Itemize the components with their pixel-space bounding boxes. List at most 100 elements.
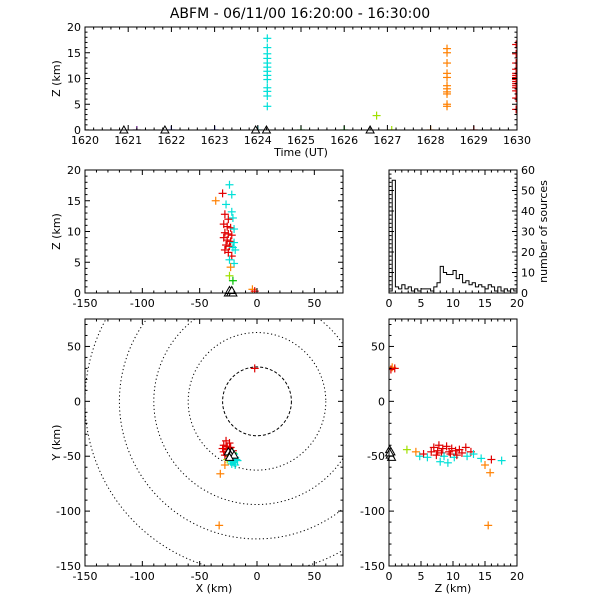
data-point [497,456,506,465]
x-height-frame [84,169,344,294]
x-tick-label: 1628 [417,134,445,147]
y-tick-label: 15 [67,47,81,60]
data-point [452,451,461,460]
x-tick-label: 10 [446,570,460,583]
data-point [225,271,234,280]
y-tick-label: -150 [360,560,385,573]
data-point [227,190,236,199]
data-point [443,73,452,82]
data-point [372,111,381,120]
histogram-bin [447,275,450,293]
y-tick-label: 40 [521,205,535,218]
data-point [436,457,445,466]
y-tick-label: 20 [521,246,535,259]
x-tick-label: 1627 [373,134,401,147]
data-point [512,94,517,103]
x-tick-label: 50 [307,297,321,310]
x-height-panel: -150 -100 -50 0 50 0 5 10 15 20 Z (km) [50,164,344,310]
plan-view-frame [84,318,344,567]
height-y-data [389,363,506,530]
data-point [469,450,478,459]
data-point [225,180,234,189]
y-tick-label: 10 [67,226,81,239]
y-tick-label: 50 [521,185,535,198]
data-point [220,461,229,470]
x-height-data [211,180,259,293]
height-y-frame [388,318,518,567]
data-point [218,444,227,453]
x-axis-label: Z (km) [435,582,472,595]
data-point [224,215,233,224]
data-point [223,236,232,245]
data-point [486,468,495,477]
y-tick-label: -50 [367,450,385,463]
data-point [411,447,420,456]
data-point [250,364,259,373]
data-point [227,231,236,240]
data-point [228,276,237,285]
x-tick-label: 1623 [201,134,229,147]
data-point [457,448,466,457]
y-axis-label: number of sources [537,180,550,283]
data-point [263,75,272,84]
y-tick-label: 50 [371,340,385,353]
data-point [226,237,235,246]
y-axis-label: Z (km) [50,213,63,250]
data-point [231,461,240,470]
y-tick-label: 30 [521,226,535,239]
x-tick-label: 15 [478,570,492,583]
data-point [227,207,236,216]
data-point [402,445,411,454]
data-point [512,49,517,58]
station-triangle [229,450,239,459]
histogram-data [389,179,517,294]
x-tick-label: 1625 [287,134,315,147]
data-point [432,451,441,460]
data-point [484,521,493,530]
data-point [231,245,240,254]
plan-view-panel: -150 -100 -50 0 50 -150 -100 -50 0 50 X (km) Y (km) [50,318,344,595]
x-tick-label: -50 [191,570,209,583]
data-point [451,446,460,455]
y-tick-label: 0 [521,287,528,300]
data-point [463,452,472,461]
y-tick-label: 0 [74,124,81,137]
data-point [228,213,237,222]
x-tick-label: 50 [307,570,321,583]
data-point [263,102,272,111]
x-tick-label: -100 [130,297,155,310]
data-point [220,228,229,237]
x-tick-label: 1626 [330,134,358,147]
data-point [132,126,141,130]
station-triangle [224,452,235,461]
data-point [429,443,438,452]
data-point [440,452,449,461]
data-point [446,450,455,459]
data-point [225,242,234,251]
data-point [230,238,239,247]
x-tick-label: 1630 [503,134,531,147]
y-tick-label: 50 [67,340,81,353]
x-tick-label: -150 [73,297,98,310]
y-tick-label: 10 [67,73,81,86]
data-point [419,450,428,459]
data-point [222,200,231,209]
range-ring [187,332,327,471]
data-point [390,364,399,373]
histogram-bin [443,273,446,294]
data-point [387,126,396,130]
time-height-panel: 1620 1621 1622 1623 1624 1625 1626 1627 1628 1629… [50,21,531,159]
data-point [434,441,443,450]
time-height-data [85,34,517,130]
data-point [487,455,496,464]
x-tick-label: 20 [510,297,524,310]
y-tick-label: 60 [521,164,535,177]
height-y-panel: 0 5 10 15 20 -150 -100 -50 0 50 Z (km) [360,318,524,595]
data-point [427,447,436,456]
x-tick-label: 1620 [71,134,99,147]
data-point [226,223,235,232]
x-tick-label: 20 [510,570,524,583]
